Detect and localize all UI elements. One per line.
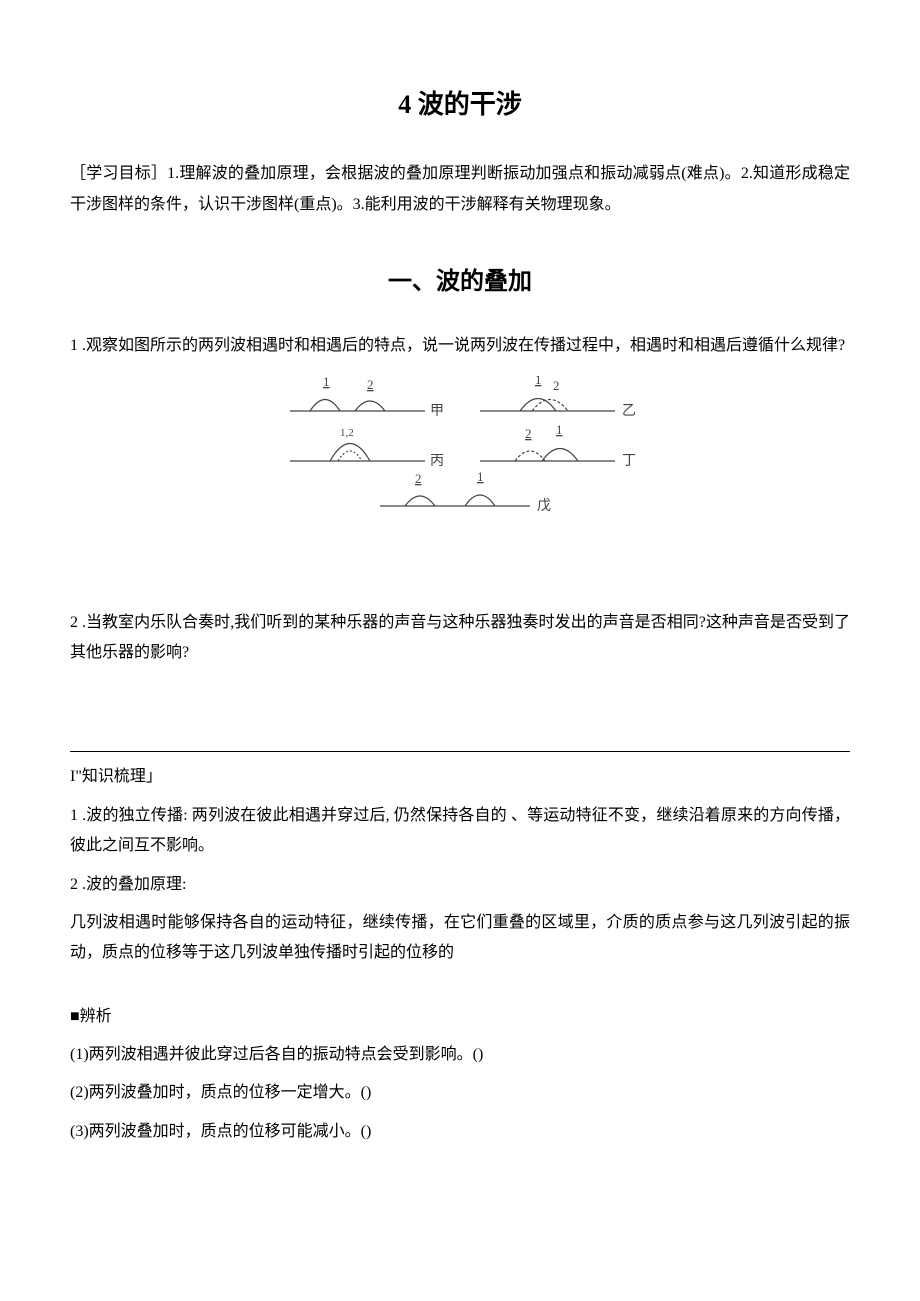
label-2: 2 — [367, 377, 374, 392]
knowledge-heading: I"知识梳理」 — [70, 762, 850, 792]
label-12: 1,2 — [340, 427, 354, 439]
label-ding: 丁 — [622, 454, 636, 469]
question-1: 1 .观察如图所示的两列波相遇时和相遇后的特点，说一说两列波在传播过程中，相遇时… — [70, 331, 850, 361]
label-1: 1 — [323, 376, 330, 389]
page-title: 4 波的干涉 — [70, 80, 850, 129]
analysis-2: (2)两列波叠加时，质点的位移一定增大。() — [70, 1078, 850, 1108]
label-2c: 2 — [525, 426, 532, 441]
question-2: 2 .当教室内乐队合奏时,我们听到的某种乐器的声音与这种乐器独奏时发出的声音是否… — [70, 608, 850, 669]
label-jia: 甲 — [430, 404, 444, 419]
label-2d: 2 — [415, 471, 422, 486]
knowledge-1: 1 .波的独立传播: 两列波在彼此相遇并穿过后, 仍然保持各自的 、等运动特征不… — [70, 801, 850, 862]
label-wu: 戊 — [537, 498, 551, 514]
label-1d: 1 — [477, 469, 484, 484]
label-bing: 丙 — [430, 454, 444, 469]
objectives-label: ［学习目标］ — [70, 165, 167, 182]
wave-diagram: 1 2 甲 1 2 乙 1,2 丙 2 1 丁 — [70, 376, 850, 537]
label-1b: 1 — [535, 376, 542, 387]
wave-svg-icon: 1 2 甲 1 2 乙 1,2 丙 2 1 丁 — [270, 376, 650, 526]
label-1c: 1 — [556, 422, 563, 437]
knowledge-2-label: 2 .波的叠加原理: — [70, 870, 850, 900]
analysis-3: (3)两列波叠加时，质点的位移可能减小。() — [70, 1117, 850, 1147]
learning-objectives: ［学习目标］1.理解波的叠加原理，会根据波的叠加原理判断振动加强点和振动减弱点(… — [70, 159, 850, 220]
knowledge-2-text: 几列波相遇时能够保持各自的运动特征，继续传播，在它们重叠的区域里，介质的质点参与… — [70, 908, 850, 969]
divider — [70, 751, 850, 752]
section-1-title: 一、波的叠加 — [70, 260, 850, 306]
label-2b: 2 — [553, 378, 560, 393]
analysis-heading: ■辨析 — [70, 1002, 850, 1032]
analysis-1: (1)两列波相遇并彼此穿过后各自的振动特点会受到影响。() — [70, 1040, 850, 1070]
label-yi: 乙 — [622, 403, 636, 419]
objectives-text: 1.理解波的叠加原理，会根据波的叠加原理判断振动加强点和振动减弱点(难点)。2.… — [70, 165, 850, 212]
